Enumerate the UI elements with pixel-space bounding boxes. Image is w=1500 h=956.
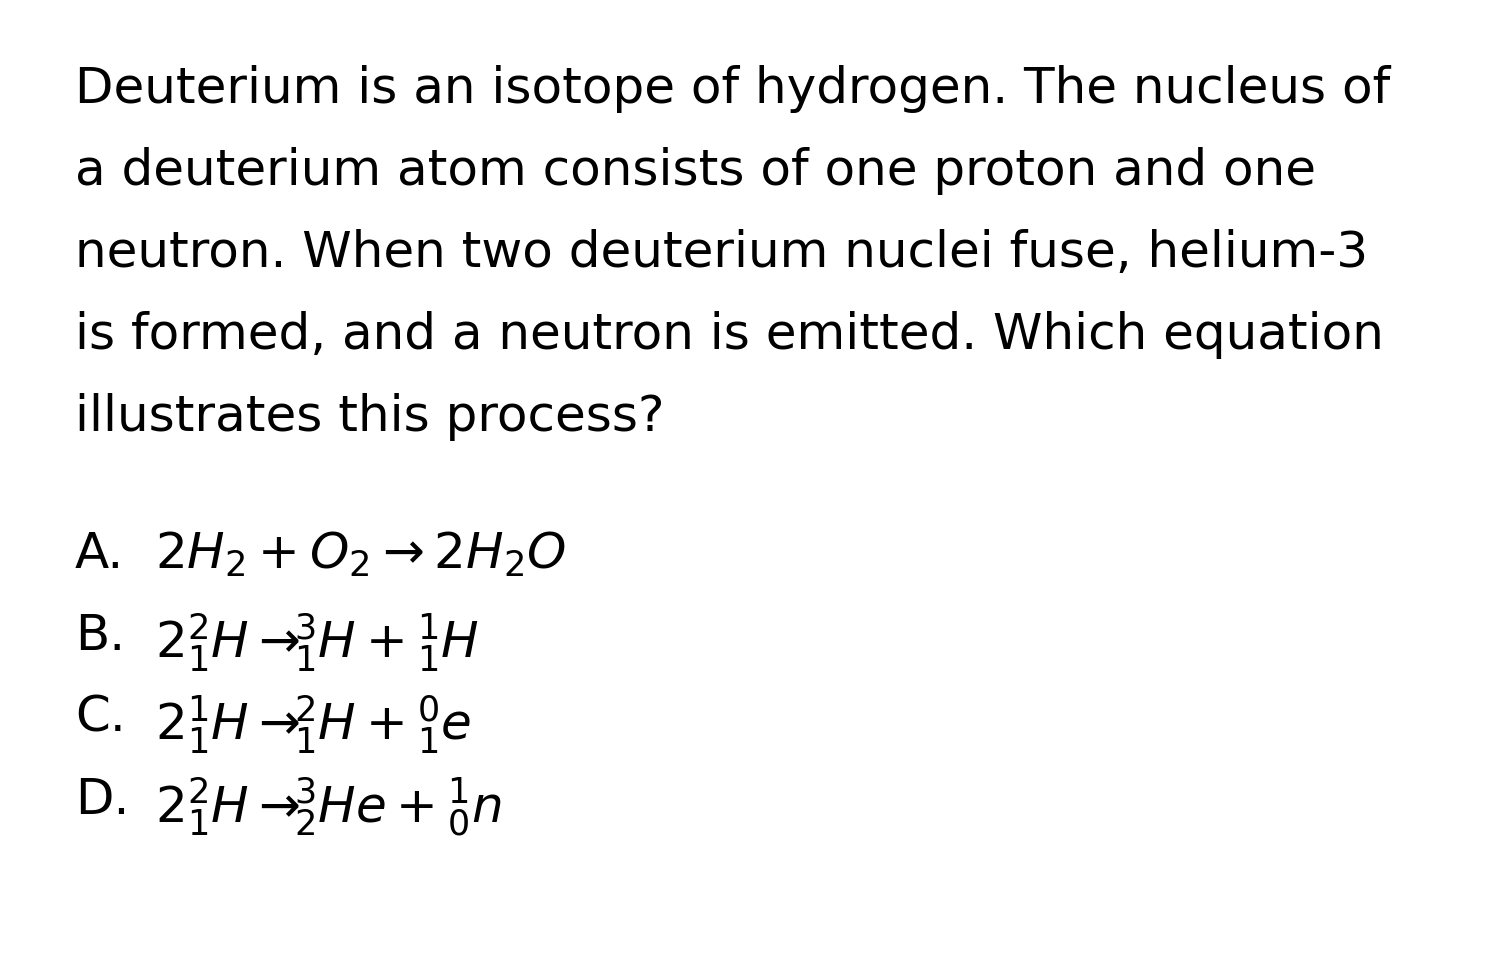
Text: B.: B.	[75, 612, 124, 660]
Text: Deuterium is an isotope of hydrogen. The nucleus of: Deuterium is an isotope of hydrogen. The…	[75, 65, 1390, 113]
Text: illustrates this process?: illustrates this process?	[75, 393, 664, 441]
Text: $2^2_1H \rightarrow\!\!{}^3_1 H +{}^1_1 H$: $2^2_1H \rightarrow\!\!{}^3_1 H +{}^1_1 …	[154, 612, 479, 675]
Text: C.: C.	[75, 694, 126, 742]
Text: A.: A.	[75, 530, 124, 578]
Text: $2^2_1H \rightarrow\!\!{}^3_2 He +{}^1_0 n$: $2^2_1H \rightarrow\!\!{}^3_2 He +{}^1_0…	[154, 776, 503, 839]
Text: neutron. When two deuterium nuclei fuse, helium-3: neutron. When two deuterium nuclei fuse,…	[75, 229, 1368, 277]
Text: $2H_2 + O_2 \rightarrow 2H_2O$: $2H_2 + O_2 \rightarrow 2H_2O$	[154, 530, 566, 579]
Text: D.: D.	[75, 776, 129, 824]
Text: a deuterium atom consists of one proton and one: a deuterium atom consists of one proton …	[75, 147, 1316, 195]
Text: $2^1_1H \rightarrow\!\!{}^2_1 H +{}^0_1 e$: $2^1_1H \rightarrow\!\!{}^2_1 H +{}^0_1 …	[154, 694, 471, 756]
Text: is formed, and a neutron is emitted. Which equation: is formed, and a neutron is emitted. Whi…	[75, 311, 1384, 359]
